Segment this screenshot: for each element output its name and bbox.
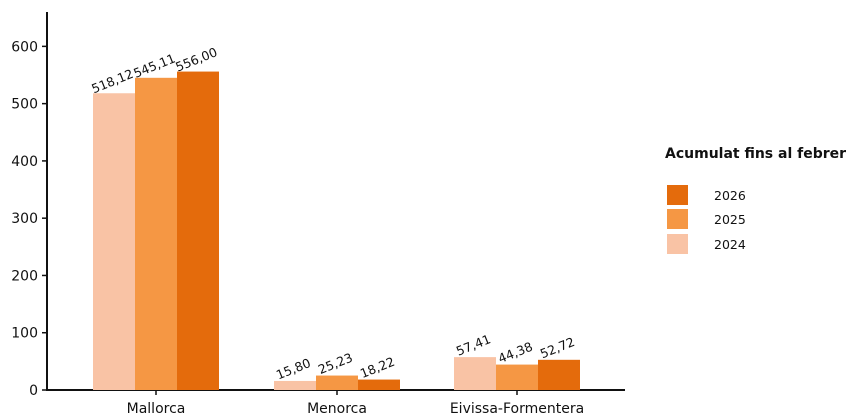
y-tick-label: 200 (11, 268, 38, 284)
axes: 0 100 200 300 400 500 600 Mallorca Menorca Eiviss… (11, 12, 625, 416)
legend: Acumulat fins al febrer 2026 2025 2024 (665, 146, 846, 254)
legend-label-2024: 2024 (714, 237, 746, 252)
legend-swatch-2025 (667, 209, 688, 229)
data-label: 25,23 (316, 350, 355, 377)
data-label: 545,11 (131, 50, 177, 80)
y-tick-label: 500 (11, 97, 38, 113)
bar-2024-mallorca (93, 93, 135, 390)
y-tick-label: 400 (11, 154, 38, 170)
bar-2026-eivissa-formentera (538, 359, 580, 390)
legend-swatch-2024 (667, 234, 688, 254)
bar-2026-mallorca (177, 71, 219, 391)
bar-2024-menorca (274, 380, 316, 390)
data-label: 556,00 (173, 44, 219, 74)
bar-2024-eivissa-formentera (454, 357, 496, 390)
legend-label-2026: 2026 (714, 188, 746, 203)
y-tick-label: 600 (11, 39, 38, 55)
bars: 518,12 15,80 57,41 545,11 25,23 44,38 556,00 18… (89, 44, 580, 391)
y-tick-label: 300 (11, 211, 38, 227)
data-label: 15,80 (274, 355, 313, 382)
legend-title: Acumulat fins al febrer (665, 146, 846, 162)
bar-2025-mallorca (135, 77, 177, 391)
x-tick-label: Eivissa-Formentera (450, 401, 584, 416)
data-label: 518,12 (89, 66, 135, 96)
legend-label-2025: 2025 (714, 212, 746, 227)
data-label: 52,72 (538, 334, 577, 361)
bar-2025-eivissa-formentera (496, 364, 538, 390)
y-tick-label: 100 (11, 326, 38, 342)
y-tick-label: 0 (29, 383, 38, 399)
bar-2025-menorca (316, 375, 358, 390)
x-tick-label: Menorca (307, 401, 367, 416)
data-label: 18,22 (358, 354, 397, 381)
data-label: 44,38 (496, 339, 535, 366)
data-label: 57,41 (454, 331, 493, 358)
x-tick-label: Mallorca (127, 401, 186, 416)
legend-swatch-2026 (667, 185, 688, 205)
bar-2026-menorca (358, 379, 400, 390)
